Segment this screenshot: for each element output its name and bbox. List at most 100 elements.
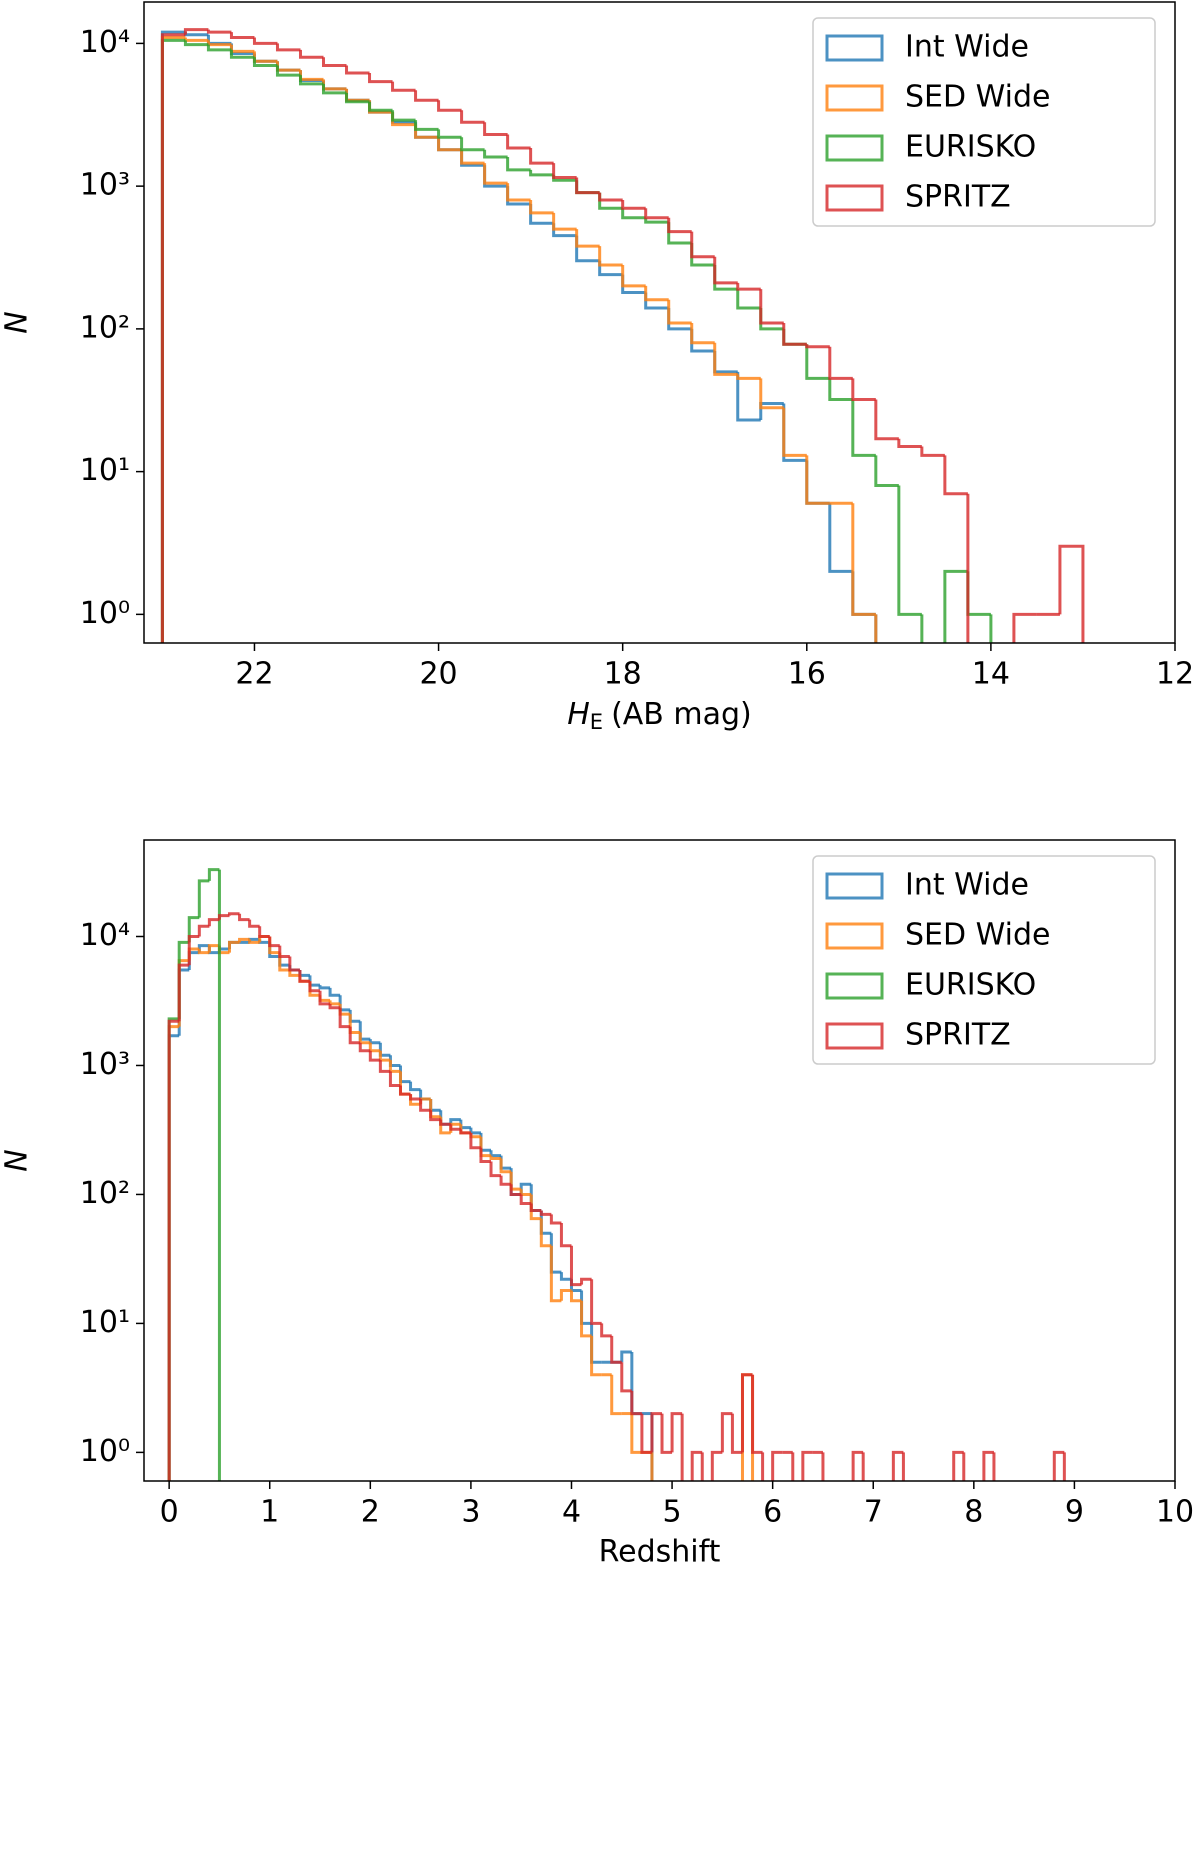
histogram-step — [437, 137, 462, 152]
histogram-step — [308, 981, 321, 993]
histogram-step — [338, 995, 351, 1012]
histogram-step — [559, 1288, 572, 1301]
histogram-step — [449, 1118, 461, 1125]
histogram-step — [901, 1452, 905, 1481]
histogram-step — [197, 948, 210, 955]
histogram-step — [851, 503, 876, 616]
histogram-step — [177, 968, 190, 1036]
histogram-step — [206, 44, 232, 52]
histogram-step — [328, 1003, 341, 1010]
legend-swatch — [825, 1022, 884, 1050]
histogram-step — [667, 299, 692, 325]
histogram-step — [650, 1452, 654, 1481]
histogram-step — [183, 28, 209, 35]
histogram-step — [177, 940, 190, 1019]
histogram-step — [580, 1300, 592, 1338]
histogram-step — [378, 1060, 391, 1073]
histogram-step — [506, 157, 531, 172]
legend-box — [812, 17, 1156, 227]
histogram-step — [700, 1452, 704, 1481]
histogram-step — [590, 1279, 602, 1325]
histogram-step — [499, 1175, 512, 1186]
histogram-step — [989, 614, 993, 643]
histogram-step — [183, 32, 209, 37]
histogram-step — [610, 1335, 622, 1364]
legend-swatch — [825, 972, 884, 1000]
y-tick-label: 10⁰ — [80, 596, 130, 631]
histogram-step — [580, 1277, 592, 1285]
histogram-step — [489, 1155, 502, 1160]
y-tick-label: 10⁴ — [80, 918, 130, 953]
x-axis-variable: H — [567, 697, 590, 732]
x-tick-label: 0 — [160, 1495, 179, 1530]
histogram-step — [348, 1009, 361, 1023]
histogram-step — [509, 1171, 522, 1191]
histogram-step — [278, 952, 290, 972]
histogram-step — [345, 88, 370, 102]
histogram-step — [1058, 544, 1085, 643]
histogram-step — [751, 1374, 763, 1454]
axes-frame — [143, 1, 1176, 644]
histogram-step — [229, 32, 255, 39]
histogram-step — [429, 1098, 441, 1112]
histogram-step — [238, 937, 250, 943]
histogram-step — [966, 493, 970, 643]
histogram-step — [368, 1050, 381, 1062]
legend-label: SED Wide — [905, 918, 1050, 953]
histogram-step — [489, 1150, 502, 1158]
histogram-step — [1052, 1450, 1065, 1481]
x-tick-label: 10 — [1156, 1495, 1194, 1530]
histogram-step — [559, 1223, 572, 1248]
histogram-step — [897, 438, 922, 448]
legend-label: EURISKO — [905, 130, 1036, 165]
histogram-step — [874, 399, 899, 441]
histogram-step — [479, 1136, 492, 1158]
y-tick-label: 10⁰ — [80, 1434, 130, 1469]
y-tick-label: 10² — [80, 1176, 130, 1211]
histogram-step — [207, 944, 220, 953]
histogram-step — [358, 1042, 371, 1053]
y-axis-label: N — [0, 1149, 35, 1171]
histogram-step — [160, 30, 186, 643]
histogram-step — [801, 1450, 813, 1481]
histogram-step — [217, 914, 230, 920]
histogram-step — [621, 274, 646, 294]
histogram-step — [187, 951, 200, 970]
histogram-step — [499, 1158, 512, 1174]
histogram-step — [751, 1374, 755, 1481]
histogram-step — [238, 913, 250, 922]
histogram-step — [183, 40, 209, 47]
histogram-step — [177, 963, 190, 1022]
histogram-step — [851, 399, 876, 457]
x-tick-label: 22 — [235, 657, 273, 692]
x-axis-label: Redshift — [599, 1535, 721, 1570]
histogram-step — [206, 40, 232, 47]
histogram-step — [782, 322, 807, 346]
histogram-step — [690, 1450, 703, 1481]
histogram-step — [874, 614, 878, 643]
legend-label: SPRITZ — [905, 1018, 1011, 1053]
histogram-step — [620, 1362, 632, 1393]
histogram-step — [529, 169, 554, 177]
histogram-step — [460, 110, 485, 124]
histogram-step — [298, 969, 310, 977]
histogram-step — [298, 969, 310, 983]
x-tick-label: 12 — [1156, 657, 1194, 692]
histogram-step — [680, 1413, 684, 1481]
histogram-step — [874, 455, 899, 487]
histogram-step — [549, 1233, 562, 1274]
histogram-step — [437, 100, 462, 112]
histogram-step — [519, 1194, 532, 1206]
histogram-step — [736, 371, 761, 422]
histogram-step — [358, 1021, 371, 1041]
histogram-step — [598, 260, 623, 277]
histogram-step — [598, 192, 623, 202]
histogram-step — [966, 571, 991, 616]
y-tick-label: 10³ — [80, 1047, 130, 1082]
x-axis-subscript: E — [590, 710, 603, 734]
histogram-step — [771, 1450, 783, 1481]
histogram-step — [167, 1017, 180, 1481]
histogram-step — [620, 1350, 632, 1363]
histogram-step — [575, 235, 600, 263]
